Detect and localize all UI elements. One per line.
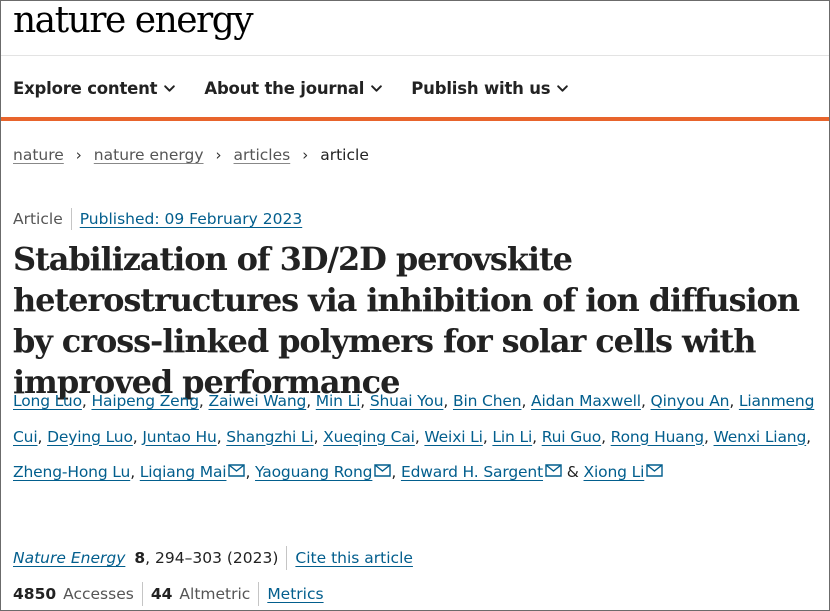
header-divider <box>1 55 829 56</box>
metrics-divider <box>141 582 143 606</box>
breadcrumb-articles[interactable]: articles <box>233 146 291 164</box>
author-link[interactable]: Wenxi Liang <box>713 427 807 446</box>
site-logo[interactable]: nature energy <box>13 0 254 41</box>
nav-publish-with-us-label: Publish with us <box>411 78 551 98</box>
article-title: Stabilization of 3D/2D perovskite hetero… <box>13 240 800 401</box>
accesses-count: 4850 <box>13 585 57 603</box>
author-link[interactable]: Rong Huang <box>610 427 704 446</box>
author-link[interactable]: Weixi Li <box>424 427 483 446</box>
author-link[interactable]: Lin Li <box>492 427 533 446</box>
article-type: Article <box>13 210 63 228</box>
author-link[interactable]: Xiong Li <box>583 463 645 481</box>
author-joiner: & <box>566 463 579 481</box>
envelope-icon[interactable] <box>374 464 392 477</box>
journal-link[interactable]: Nature Energy <box>13 549 126 567</box>
altmetric-count: 44 <box>150 585 173 603</box>
author-link[interactable]: Qinyou An <box>650 392 730 410</box>
main-nav: Explore content About the journal Publis… <box>13 75 569 101</box>
metrics-divider <box>258 582 260 606</box>
citation-divider <box>286 546 288 570</box>
volume: 8 <box>134 549 146 567</box>
nav-explore-content[interactable]: Explore content <box>13 75 176 101</box>
breadcrumb: nature › nature energy › articles › arti… <box>13 146 369 164</box>
author-link[interactable]: Shangzhi Li <box>226 427 314 446</box>
author-link[interactable]: Liqiang Mai <box>139 463 227 481</box>
author-link[interactable]: Aidan Maxwell <box>531 392 641 410</box>
author-link[interactable]: Bin Chen <box>452 392 522 410</box>
chevron-down-icon <box>371 84 383 92</box>
breadcrumb-separator: › <box>302 146 309 164</box>
author-link[interactable]: Min Li <box>315 392 361 410</box>
published-date-link[interactable]: Published: 09 February 2023 <box>79 210 303 228</box>
author-link[interactable]: Xueqing Cai <box>323 427 415 446</box>
nav-about-journal-label: About the journal <box>204 78 365 98</box>
accesses-label: Accesses <box>63 585 134 603</box>
author-link[interactable]: Zheng-Hong Lu <box>13 463 131 481</box>
envelope-icon[interactable] <box>646 464 663 477</box>
cite-this-article-link[interactable]: Cite this article <box>295 549 413 567</box>
breadcrumb-current: article <box>320 146 369 164</box>
breadcrumb-separator: › <box>215 146 222 164</box>
author-link[interactable]: Zaiwei Wang <box>208 392 307 410</box>
altmetric-label: Altmetric <box>179 585 251 603</box>
author-link[interactable]: Yaoguang Rong <box>255 463 373 481</box>
envelope-icon[interactable] <box>228 464 246 477</box>
nav-publish-with-us[interactable]: Publish with us <box>411 75 569 101</box>
author-list: Long Luo, Haipeng Zeng, Zaiwei Wang, Min… <box>13 392 815 481</box>
chevron-down-icon <box>164 84 176 92</box>
author-link[interactable]: Edward H. Sargent <box>400 463 544 481</box>
breadcrumb-nature[interactable]: nature <box>13 146 64 164</box>
envelope-icon[interactable] <box>545 464 562 477</box>
accent-bar <box>1 117 829 121</box>
nav-about-journal[interactable]: About the journal <box>204 75 383 101</box>
breadcrumb-nature-energy[interactable]: nature energy <box>93 146 204 164</box>
pages-year: , 294–303 (2023) <box>145 549 279 567</box>
metrics-row: 4850 Accesses 44 Altmetric Metrics <box>13 582 324 606</box>
metrics-link[interactable]: Metrics <box>267 585 324 603</box>
author-link[interactable]: Deying Luo <box>47 427 133 446</box>
chevron-down-icon <box>557 84 569 92</box>
author-link[interactable]: Juntao Hu <box>142 427 217 446</box>
author-link[interactable]: Rui Guo <box>541 427 602 446</box>
author-link[interactable]: Shuai You <box>369 392 444 410</box>
meta-divider <box>70 208 72 230</box>
author-link[interactable]: Lianmeng Cui <box>13 392 815 446</box>
citation-row: Nature Energy 8 , 294–303 (2023) Cite th… <box>13 546 413 570</box>
breadcrumb-separator: › <box>75 146 82 164</box>
author-link[interactable]: Haipeng Zeng <box>91 392 199 410</box>
nav-explore-content-label: Explore content <box>13 78 158 98</box>
article-meta: Article Published: 09 February 2023 <box>13 208 302 230</box>
author-link[interactable]: Long Luo <box>13 392 82 410</box>
